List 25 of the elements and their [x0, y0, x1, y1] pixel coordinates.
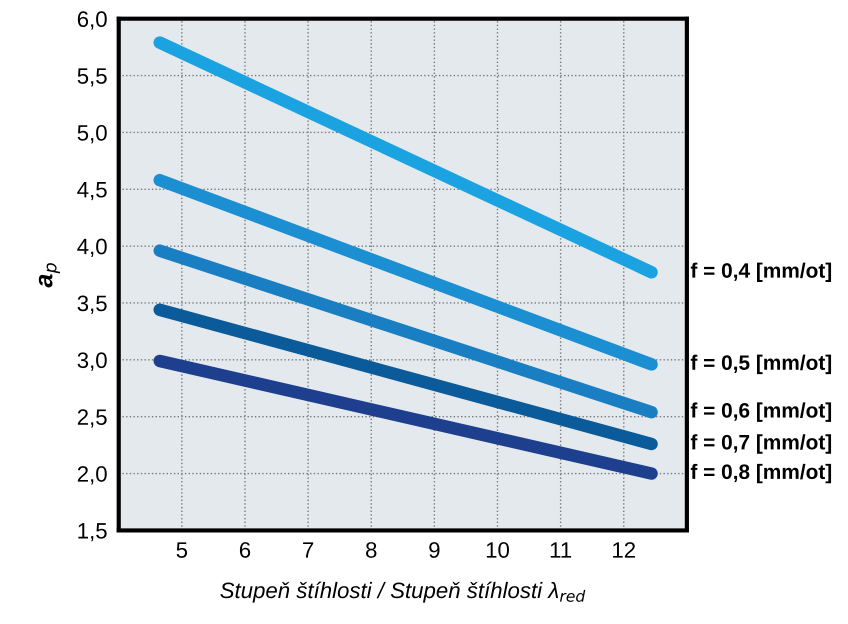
- series-label: f = 0,4 [mm/ot]: [690, 262, 832, 282]
- y-tick-label: 2,0: [78, 466, 107, 484]
- x-tick-label: 10: [486, 542, 509, 558]
- series-label: f = 0,5 [mm/ot]: [690, 354, 832, 374]
- y-tick-label: 6,0: [78, 11, 107, 30]
- y-tick-label: 3,0: [78, 352, 107, 371]
- x-axis-title: Stupeň štíhlosti / Stupeň štíhlosti λ$_{red}$: [220, 582, 586, 603]
- y-tick-label: 5,0: [78, 124, 107, 144]
- y-tick-label: 4,5: [77, 182, 107, 200]
- x-tick-label: 8: [366, 542, 376, 558]
- y-tick-label: 3,5: [78, 296, 107, 314]
- x-tick-label: 12: [613, 542, 635, 558]
- series-label: f = 0,6 [mm/ot]: [690, 402, 832, 422]
- x-tick-label: 9: [429, 542, 440, 558]
- y-axis-title: a$_{p}$: [38, 263, 60, 288]
- x-tick-label: 11: [550, 542, 572, 558]
- y-tick-label: 5,5: [78, 68, 107, 86]
- series-label: f = 0,7 [mm/ot]: [690, 434, 832, 454]
- x-tick-label: 6: [240, 542, 250, 558]
- series-label: f = 0,8 [mm/ot]: [690, 464, 832, 484]
- y-tick-label: 4,0: [77, 238, 107, 258]
- y-tick-label: 2,5: [78, 409, 107, 428]
- x-tick-label: 7: [303, 542, 314, 558]
- x-tick-label: 5: [176, 542, 188, 558]
- y-tick-label: 1,5: [78, 523, 107, 542]
